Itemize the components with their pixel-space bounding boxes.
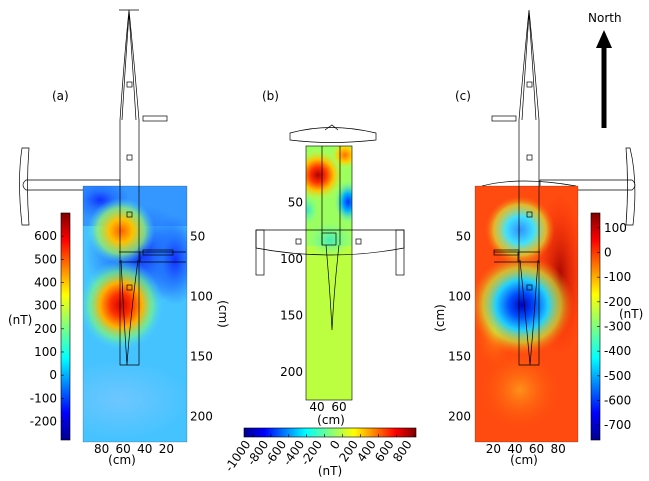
- y-ticks-c: 50 100 150 200: [448, 229, 471, 423]
- colorbar-a-tick-label: -100: [30, 391, 57, 405]
- colorbar-a-tick-label: 500: [34, 252, 57, 266]
- colorbar-c-tick-label: -300: [604, 320, 631, 334]
- y-tick-c: 50: [456, 229, 471, 243]
- x-tick-a: 40: [137, 442, 152, 456]
- aircraft-outline-c-bottom: [493, 186, 540, 366]
- panel-label-b: (b): [262, 89, 279, 103]
- y-tick-b: 150: [280, 309, 303, 323]
- colorbar-b-tick-label: 800: [390, 438, 415, 465]
- colorbar-c-tick-label: -600: [604, 394, 631, 408]
- panel-c: 100 0 -100 -200 -300 -400 -500 -600 -700: [474, 9, 636, 443]
- y-tick-a: 200: [190, 409, 213, 423]
- x-tick-b: 40: [309, 400, 324, 414]
- panel-label-c: (c): [455, 89, 471, 103]
- aircraft-outline-a-top: [19, 9, 168, 226]
- y-ticks-b: 50 100 150 200: [280, 196, 303, 380]
- x-tick-c: 60: [529, 442, 544, 456]
- y-axis-label-a: (cm): [216, 300, 230, 328]
- x-tick-c: 20: [486, 442, 501, 456]
- heatmap-b: [306, 146, 352, 400]
- aircraft-outline-b-top: [289, 124, 377, 143]
- colorbar-c-tick-label: -700: [604, 418, 631, 432]
- colorbar-b: [243, 427, 417, 438]
- panel-label-a: (a): [52, 89, 69, 103]
- x-axis-label-a: (cm): [108, 453, 136, 467]
- north-arrow-icon: [596, 30, 612, 48]
- y-axis-label-c: (cm): [433, 304, 447, 332]
- y-tick-a: 150: [190, 349, 213, 363]
- colorbar-a-tick-label: 100: [34, 345, 57, 359]
- y-tick-b: 50: [288, 196, 303, 210]
- colorbar-a-ticks: 600 500 400 300 200 100 0 -100 -200: [30, 229, 64, 428]
- colorbar-c-tick-label: -400: [604, 344, 631, 358]
- heatmap-c: [475, 186, 578, 442]
- colorbar-c-ticks: 100 0 -100 -200 -300 -400 -500 -600 -700: [597, 221, 631, 432]
- x-tick-c: 80: [551, 442, 566, 456]
- colorbar-a-tick-label: -200: [30, 414, 57, 428]
- y-tick-c: 150: [448, 349, 471, 363]
- colorbar-c-tick-label: 0: [604, 245, 612, 259]
- y-ticks-a: 50 100 150 200: [190, 229, 213, 423]
- colorbar-label-c: (nT): [619, 307, 643, 321]
- colorbar-c-tick-label: -100: [604, 270, 631, 284]
- x-tick-a: 80: [94, 442, 109, 456]
- colorbar-a-tick-label: 0: [49, 368, 57, 382]
- colorbar-a-tick-label: 400: [34, 275, 57, 289]
- x-axis-label-c: (cm): [510, 453, 538, 467]
- heatmap-a: [83, 186, 187, 442]
- north-label: North: [588, 11, 622, 25]
- colorbar-a-tick-label: 300: [34, 299, 57, 313]
- colorbar-c-tick-label: -200: [604, 295, 631, 309]
- y-tick-b: 200: [280, 365, 303, 379]
- aircraft-outline-c-top: [481, 9, 636, 226]
- aircraft-outline-a-bottom: [119, 186, 186, 366]
- colorbar-a: [60, 212, 71, 441]
- x-ticks-a: 80 60 40 20: [94, 442, 174, 456]
- colorbar-c-tick-label: -500: [604, 369, 631, 383]
- x-tick-a: 60: [116, 442, 131, 456]
- colorbar-a-tick-label: 600: [34, 229, 57, 243]
- colorbar-a-tick-label: 200: [34, 322, 57, 336]
- x-tick-a: 20: [159, 442, 174, 456]
- panel-a: 600 500 400 300 200 100 0 -100 -200: [19, 9, 188, 443]
- x-tick-b: 60: [331, 400, 346, 414]
- y-tick-c: 200: [448, 409, 471, 423]
- x-axis-label-b: (cm): [317, 413, 345, 427]
- x-ticks-b: 40 60: [309, 400, 346, 414]
- colorbar-label-b: (nT): [318, 464, 342, 478]
- y-tick-a: 100: [190, 289, 213, 303]
- colorbar-c-tick-label: 100: [604, 221, 627, 235]
- y-tick-a: 50: [190, 229, 205, 243]
- y-tick-c: 100: [448, 289, 471, 303]
- x-ticks-c: 20 40 60 80: [486, 442, 566, 456]
- aircraft-outline-b-bottom: [255, 146, 405, 331]
- y-tick-b: 100: [280, 252, 303, 266]
- colorbar-label-a: (nT): [8, 313, 32, 327]
- x-tick-c: 40: [507, 442, 522, 456]
- north-compass: North: [588, 11, 622, 128]
